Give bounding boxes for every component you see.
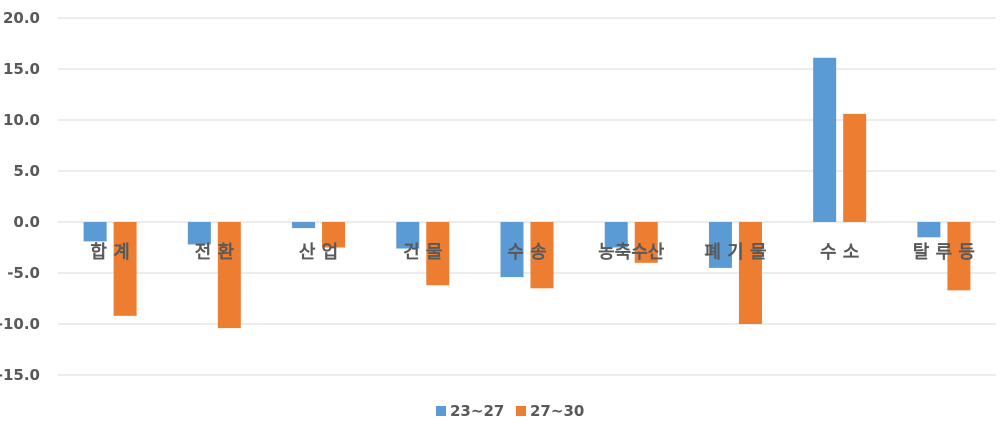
category-label: 전 환: [195, 241, 235, 263]
bar-series2: [113, 222, 137, 316]
category-label: 농축수산: [598, 242, 665, 263]
y-tick-label: -10.0: [0, 315, 40, 333]
bar-series1: [396, 222, 420, 249]
bars: [83, 57, 971, 329]
bar-series2: [738, 222, 762, 324]
legend-swatch: [516, 406, 526, 416]
bar-series1: [292, 222, 316, 229]
bar-series1: [708, 222, 732, 268]
category-label: 수 소: [820, 242, 859, 263]
bar-series1: [187, 222, 211, 245]
bar-series2: [322, 222, 346, 248]
y-tick-label: 5.0: [13, 162, 40, 180]
category-label: 산 업: [299, 242, 338, 263]
bar-series2: [634, 222, 658, 263]
category-label: 건 물: [403, 242, 442, 263]
bar-series1: [917, 222, 941, 238]
y-axis-tick-labels: 20.0 15.0 10.0 5.0 0.0 -5.0 -10.0 -15.0: [0, 9, 40, 384]
bar-series2: [426, 222, 450, 286]
bar-series2: [530, 222, 554, 289]
y-tick-label: -15.0: [0, 366, 40, 384]
category-labels: 합 계 전 환 산 업 건 물 수 송 농축수산 폐 기 물 수 소 탈 루 등: [90, 241, 975, 263]
gridlines: [58, 17, 996, 376]
bar-series1: [83, 222, 107, 242]
bar-series2: [217, 222, 241, 329]
category-label: 합 계: [90, 241, 129, 263]
y-tick-label: 20.0: [3, 9, 40, 27]
category-label: 수 송: [507, 242, 546, 263]
bar-series2: [843, 113, 867, 222]
bar-series2: [947, 222, 971, 291]
y-tick-label: -5.0: [7, 264, 40, 282]
y-tick-label: 15.0: [3, 60, 40, 78]
bar-series1: [813, 57, 837, 222]
y-tick-label: 10.0: [3, 111, 40, 129]
legend-label: 27~30: [530, 402, 584, 420]
legend-swatch: [436, 406, 446, 416]
legend: 23~27 27~30: [436, 402, 584, 420]
legend-label: 23~27: [450, 402, 504, 420]
bar-series1: [500, 222, 524, 278]
y-tick-label: 0.0: [13, 213, 40, 231]
category-label: 폐 기 물: [704, 242, 766, 263]
category-label: 탈 루 등: [913, 242, 975, 263]
bar-series1: [604, 222, 628, 248]
